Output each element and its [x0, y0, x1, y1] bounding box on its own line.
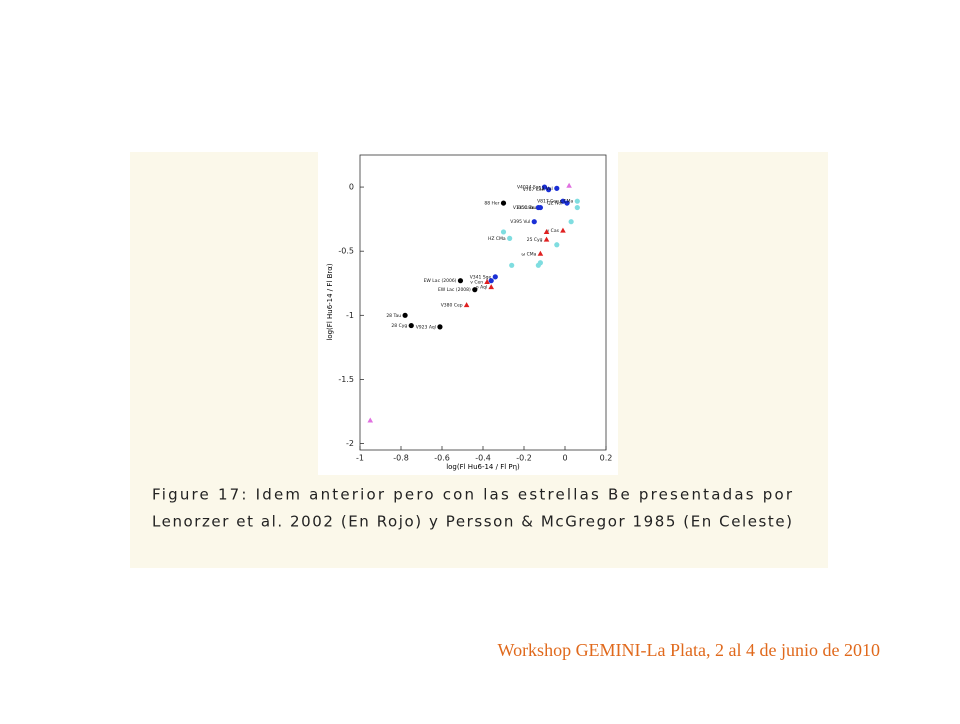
point-label: ω CMa	[521, 251, 536, 257]
x-tick-label: -0.8	[393, 454, 409, 463]
x-tick-label: -0.4	[475, 454, 491, 463]
point	[488, 278, 494, 284]
x-tick-label: -0.2	[516, 454, 532, 463]
footer: Workshop GEMINI-La Plata, 2 al 4 de juni…	[498, 640, 880, 660]
point-label: ε CMa	[560, 199, 574, 205]
point	[543, 228, 550, 234]
y-tick-label: -2	[346, 439, 354, 448]
y-tick-label: -1.5	[338, 375, 354, 384]
point-label: o Aql	[476, 285, 487, 291]
point-label: V1150 Tau	[513, 205, 537, 211]
point-label: V395 Vul	[510, 219, 530, 225]
point-label: V4024 Sgr	[517, 185, 541, 191]
point-label: 28 Tau	[386, 313, 401, 319]
y-tick-label: -0.5	[338, 247, 354, 256]
point	[568, 219, 574, 225]
point	[463, 302, 470, 308]
point	[507, 235, 513, 241]
x-tick-label: 0	[562, 454, 567, 463]
point-label: 25 Cyg	[527, 237, 543, 243]
point-label: EW Lac (2006)	[424, 278, 457, 284]
point	[484, 278, 490, 284]
point-label: V380 Cep	[441, 303, 463, 309]
point	[531, 219, 537, 225]
point	[560, 198, 566, 204]
point	[560, 227, 566, 233]
point	[566, 182, 572, 188]
plot-background	[318, 152, 618, 475]
point	[367, 417, 374, 423]
point-label: v Cen	[470, 279, 483, 285]
point	[541, 184, 548, 190]
y-tick-label: 0	[349, 183, 354, 192]
point-label: γ Cas	[547, 228, 560, 234]
point	[402, 312, 408, 318]
point	[554, 185, 560, 191]
point	[537, 204, 544, 211]
point-label: V767 Cen	[523, 187, 545, 193]
point	[408, 322, 414, 329]
point	[537, 260, 544, 266]
point	[492, 274, 498, 280]
point	[546, 187, 552, 193]
point	[564, 200, 570, 206]
point	[437, 324, 443, 330]
point-label: EW Lac (2008)	[438, 287, 471, 293]
point-label: 12 Vul	[539, 186, 553, 192]
point	[543, 236, 550, 242]
point	[574, 204, 580, 211]
point-label: BK Cam	[517, 205, 535, 211]
point-label: V341 Sge	[470, 274, 492, 280]
point	[500, 200, 507, 206]
point	[488, 284, 494, 290]
point	[537, 250, 544, 256]
point-label: HZ CMa	[488, 236, 506, 242]
point	[472, 287, 478, 293]
point	[554, 242, 560, 248]
x-tick-label: 0.2	[600, 454, 613, 463]
x-axis-label: log(Fl Hu6-14 / Fl Pη)	[446, 463, 520, 471]
point	[509, 262, 515, 268]
point-label: 88 Her	[484, 201, 499, 207]
point	[574, 198, 580, 204]
caption-line: Lenorzer et al. 2002 (En Rojo) y Persson…	[152, 513, 792, 531]
point-label: 28 Cyg	[391, 323, 407, 329]
caption-line: Figure 17: Idem anterior pero con las es…	[152, 486, 793, 504]
point-label: V923 Aql	[416, 324, 436, 330]
x-tick-label: -0.6	[434, 454, 450, 463]
point-label: QZ Nor	[547, 201, 563, 207]
point	[457, 278, 464, 284]
point-label: V817 Cen	[537, 199, 559, 205]
point	[500, 229, 507, 235]
y-axis-label: log(Fl Hu6-14 / Fl Brα)	[326, 263, 334, 340]
y-tick-label: -1	[346, 311, 354, 320]
x-tick-label: -1	[356, 454, 364, 463]
